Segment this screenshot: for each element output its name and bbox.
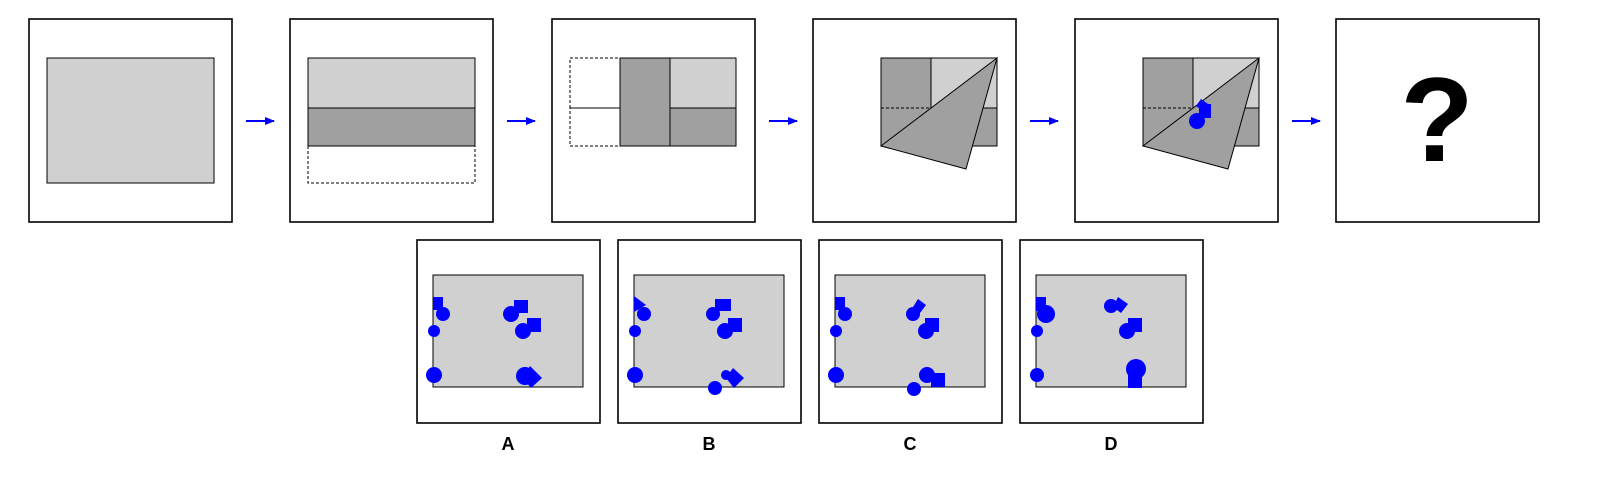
- option-label: D: [1105, 434, 1118, 454]
- fold-ghost-left-bottom: [569, 107, 621, 147]
- folded-strip: [619, 57, 671, 147]
- option-label: B: [703, 434, 716, 454]
- question-mark: ?: [1400, 53, 1473, 187]
- folded-flap: [307, 107, 476, 147]
- step-1-panel: [28, 18, 233, 223]
- step-2-panel: [289, 18, 494, 223]
- option-paper: [633, 274, 785, 388]
- option-label: C: [904, 434, 917, 454]
- step-4-panel: [812, 18, 1017, 223]
- option-paper: [834, 274, 986, 388]
- option-a[interactable]: A: [416, 239, 601, 454]
- question-panel: ?: [1335, 18, 1540, 223]
- step-3-panel: [551, 18, 756, 223]
- paper-upper-part: [307, 57, 476, 109]
- option-holes: [828, 297, 945, 396]
- option-holes: [1030, 297, 1146, 388]
- step-5-panel: [1074, 18, 1279, 223]
- option-paper: [1035, 274, 1187, 388]
- paper-right-bottom: [669, 107, 737, 147]
- option-holes: [627, 296, 744, 395]
- folded-triangle: [879, 56, 998, 170]
- fold-ghost-outline: [307, 145, 476, 184]
- punch-holes: [1189, 99, 1211, 129]
- option-label: A: [502, 434, 515, 454]
- paper-right-top: [669, 57, 737, 109]
- option-holes: [426, 297, 542, 388]
- punch-diamond: [1196, 99, 1208, 111]
- option-d[interactable]: D: [1019, 239, 1204, 454]
- option-c[interactable]: C: [818, 239, 1003, 454]
- paper-sheet: [46, 57, 215, 184]
- option-paper: [432, 274, 584, 388]
- option-b[interactable]: B: [617, 239, 802, 454]
